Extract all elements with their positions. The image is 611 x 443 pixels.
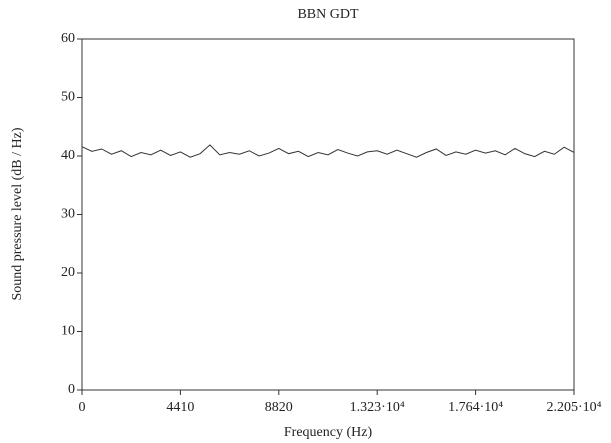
x-axis-label: Frequency (Hz) [284, 425, 373, 440]
x-tick-label: 1.323·10⁴ [350, 400, 405, 415]
plot-frame [81, 38, 575, 391]
x-tick-label: 1.764·10⁴ [448, 400, 503, 415]
data-line [81, 144, 575, 158]
y-tick-label: 50 [61, 90, 75, 105]
x-tick-label: 2.205·10⁴ [546, 400, 601, 415]
y-tick-label: 60 [61, 31, 75, 46]
y-tick-label: 10 [61, 324, 75, 339]
chart-title: BBN GDT [297, 7, 359, 22]
x-tick-label: 0 [79, 400, 86, 415]
x-tick-label: 8820 [265, 400, 293, 415]
y-tick-label: 0 [68, 382, 75, 397]
y-tick-label: 40 [61, 148, 75, 163]
y-tick-label: 20 [61, 265, 75, 280]
x-tick-label: 4410 [166, 400, 194, 415]
y-tick-label: 30 [61, 207, 75, 222]
y-axis-label: Sound pressure level (dB / Hz) [10, 127, 25, 300]
